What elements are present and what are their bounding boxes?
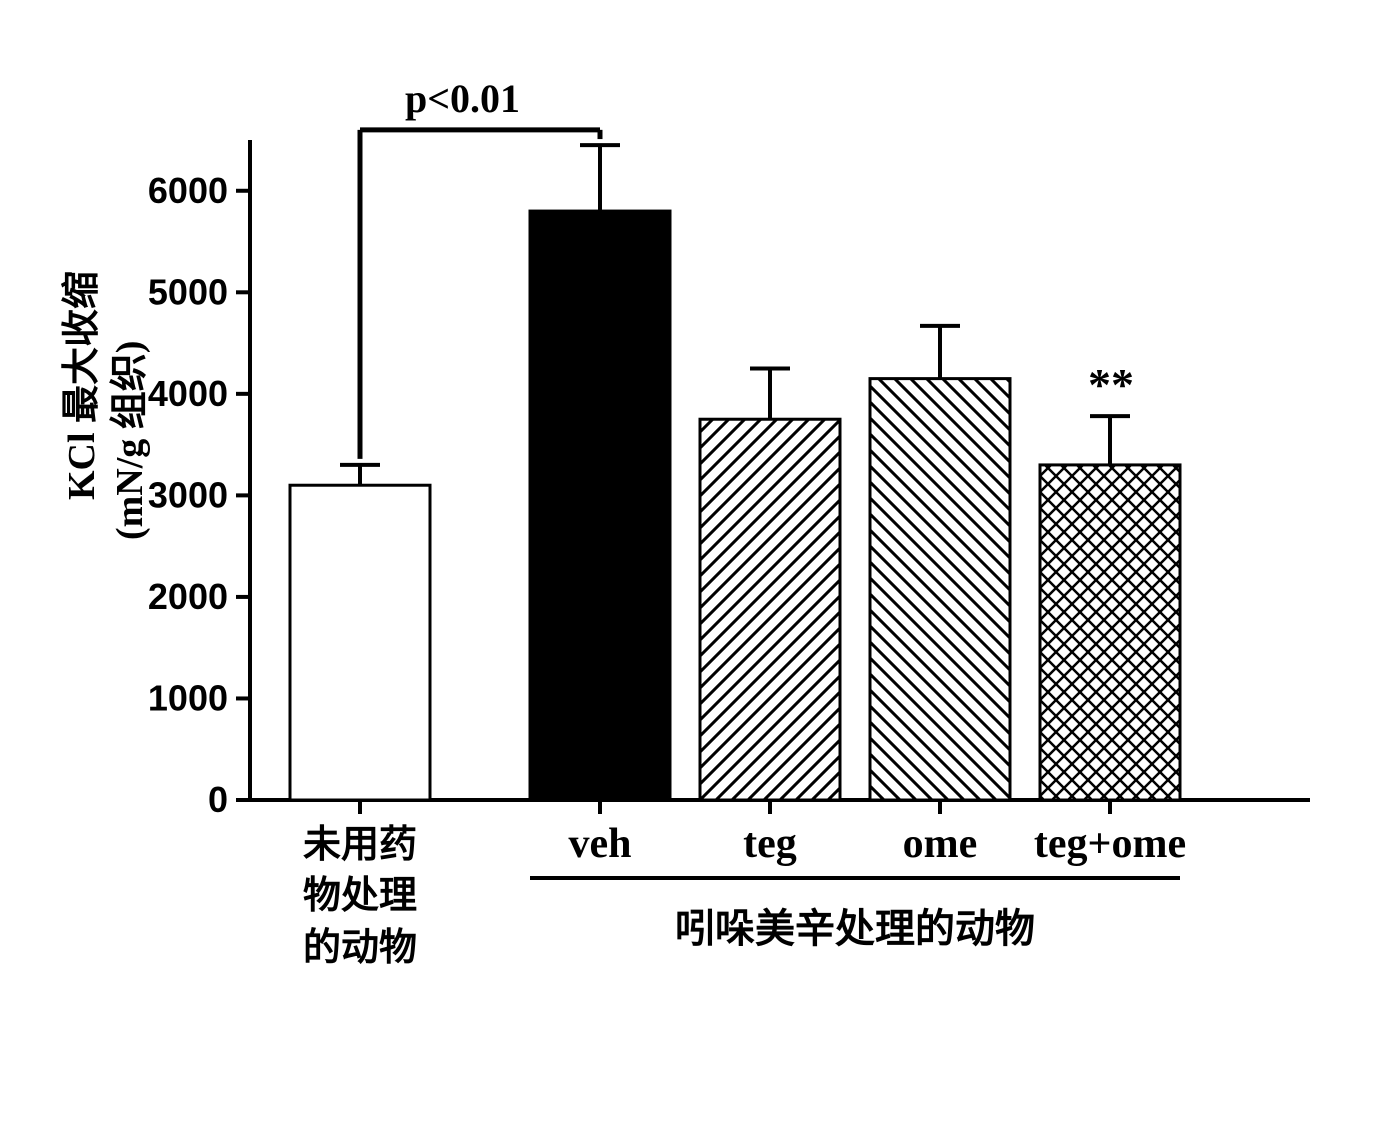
x-label-ome: ome bbox=[850, 820, 1030, 868]
svg-text:2000: 2000 bbox=[148, 576, 228, 617]
significance-marker: ** bbox=[1088, 358, 1134, 411]
x-label-tegome: teg+ome bbox=[1020, 820, 1200, 868]
x-label-veh: veh bbox=[510, 820, 690, 868]
y-axis-label-line2: (mN/g 组织) bbox=[98, 341, 153, 540]
svg-text:5000: 5000 bbox=[148, 271, 228, 312]
svg-text:3000: 3000 bbox=[148, 474, 228, 515]
svg-text:1000: 1000 bbox=[148, 677, 228, 718]
y-axis-label-line1: KCl 最大收缩 bbox=[50, 271, 105, 500]
p-value-label: p<0.01 bbox=[405, 75, 520, 122]
chart-container: 0 1000 2000 3000 4000 5000 6000 KCl 最大收缩 (mN/g… bbox=[40, 20, 1340, 1120]
x-label-teg: teg bbox=[680, 820, 860, 868]
group-label-indomethacin: 吲哚美辛处理的动物 bbox=[530, 896, 1180, 954]
x-label-naive: 未用药物处理的动物 bbox=[290, 820, 430, 974]
svg-text:0: 0 bbox=[208, 779, 228, 820]
svg-text:4000: 4000 bbox=[148, 373, 228, 414]
bar-chart: 0 1000 2000 3000 4000 5000 6000 bbox=[40, 20, 1340, 1120]
svg-text:6000: 6000 bbox=[148, 170, 228, 211]
